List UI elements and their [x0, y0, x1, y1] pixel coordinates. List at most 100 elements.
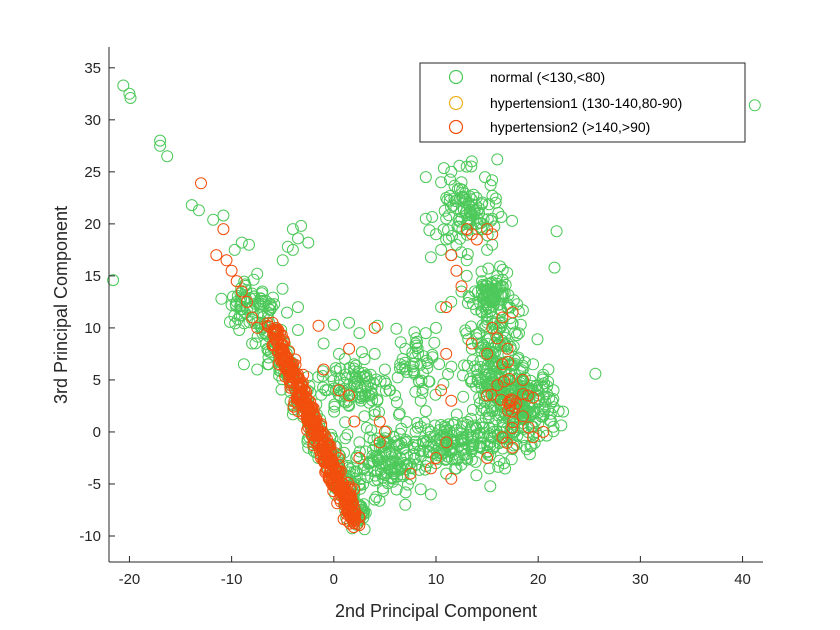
- point-normal: [228, 243, 241, 256]
- point-normal: [394, 336, 407, 349]
- point-normal: [257, 299, 270, 312]
- point-hypertension2: [503, 372, 516, 385]
- point-normal: [390, 322, 403, 335]
- point-normal: [466, 375, 479, 388]
- point-normal: [231, 290, 244, 302]
- point-normal: [496, 280, 509, 293]
- point-normal: [399, 498, 412, 511]
- x-ticks: -20 -10 0 10 20 30 40: [119, 556, 751, 588]
- point-normal: [499, 462, 512, 475]
- point-hypertension2: [502, 356, 514, 368]
- point-normal: [394, 462, 407, 475]
- point-normal: [384, 446, 396, 459]
- point-normal: [359, 445, 372, 458]
- point-normal: [461, 415, 474, 428]
- point-normal: [489, 196, 502, 209]
- point-normal: [541, 380, 554, 393]
- point-normal: [424, 251, 437, 264]
- point-normal: [292, 301, 304, 314]
- point-normal: [353, 445, 366, 458]
- point-normal: [370, 491, 383, 503]
- point-normal: [455, 285, 468, 298]
- legend: normal (<130,<80) hypertension1 (130-140…: [419, 62, 746, 143]
- point-hypertension2: [348, 509, 361, 522]
- point-hypertension2: [292, 381, 305, 394]
- point-normal: [154, 134, 167, 147]
- point-normal: [234, 287, 247, 300]
- point-normal: [463, 190, 476, 203]
- point-normal: [483, 421, 496, 434]
- point-normal: [486, 212, 499, 225]
- point-normal: [262, 358, 275, 371]
- point-normal: [476, 223, 488, 236]
- point-hypertension2: [445, 249, 458, 262]
- point-normal: [399, 486, 412, 499]
- point-normal: [486, 405, 499, 418]
- point-normal: [363, 431, 376, 444]
- point-normal: [486, 174, 499, 187]
- point-normal: [328, 400, 341, 413]
- point-normal: [192, 204, 205, 217]
- point-normal: [533, 430, 546, 442]
- x-tick-label: 10: [428, 571, 445, 588]
- point-normal: [493, 282, 506, 295]
- point-hypertension2: [331, 463, 343, 476]
- point-normal: [552, 405, 565, 418]
- point-normal: [442, 418, 455, 431]
- legend-marker-hypertension1: [448, 95, 464, 111]
- point-normal: [343, 316, 356, 329]
- point-normal: [401, 478, 414, 491]
- point-hypertension2: [312, 319, 325, 332]
- point-normal: [262, 351, 275, 364]
- point-hypertension2: [295, 399, 308, 412]
- point-hypertension2: [332, 452, 345, 464]
- point-normal: [292, 324, 304, 336]
- point-normal: [368, 347, 381, 360]
- point-hypertension2: [373, 436, 386, 449]
- point-hypertension2: [266, 316, 279, 329]
- x-tick-label: 40: [734, 571, 751, 588]
- point-hypertension2: [522, 389, 534, 402]
- point-normal: [416, 386, 429, 399]
- point-normal: [474, 361, 487, 373]
- point-normal: [281, 306, 293, 319]
- point-normal: [491, 359, 504, 372]
- point-hypertension2: [496, 431, 509, 444]
- point-hypertension2: [276, 342, 289, 355]
- point-normal: [397, 441, 410, 454]
- point-hypertension2: [277, 334, 290, 346]
- point-normal: [486, 295, 499, 308]
- point-normal: [421, 434, 434, 447]
- point-normal: [237, 358, 250, 371]
- point-normal: [531, 333, 544, 346]
- point-normal: [414, 420, 427, 433]
- point-normal: [555, 419, 568, 432]
- point-normal: [491, 153, 504, 166]
- point-normal: [478, 395, 491, 408]
- point-normal: [348, 379, 361, 392]
- point-normal: [460, 254, 473, 267]
- point-normal: [434, 432, 447, 445]
- point-normal: [423, 375, 436, 388]
- point-hypertension2: [235, 285, 248, 298]
- point-normal: [547, 393, 560, 405]
- point-hypertension2: [373, 415, 386, 428]
- point-normal: [256, 285, 269, 298]
- point-normal: [123, 87, 136, 100]
- point-normal: [390, 439, 403, 452]
- point-hypertension2: [481, 452, 494, 464]
- point-normal: [440, 191, 453, 204]
- point-normal: [419, 436, 432, 449]
- point-normal: [328, 382, 340, 395]
- point-normal: [349, 359, 362, 372]
- point-normal: [107, 274, 120, 287]
- point-normal: [444, 173, 456, 186]
- point-normal: [498, 340, 511, 353]
- point-hypertension2: [527, 431, 540, 444]
- point-normal: [395, 422, 408, 435]
- point-normal: [484, 179, 497, 192]
- point-hypertension2: [317, 363, 330, 376]
- point-normal: [358, 410, 371, 423]
- point-normal: [353, 327, 366, 340]
- point-normal: [518, 382, 531, 395]
